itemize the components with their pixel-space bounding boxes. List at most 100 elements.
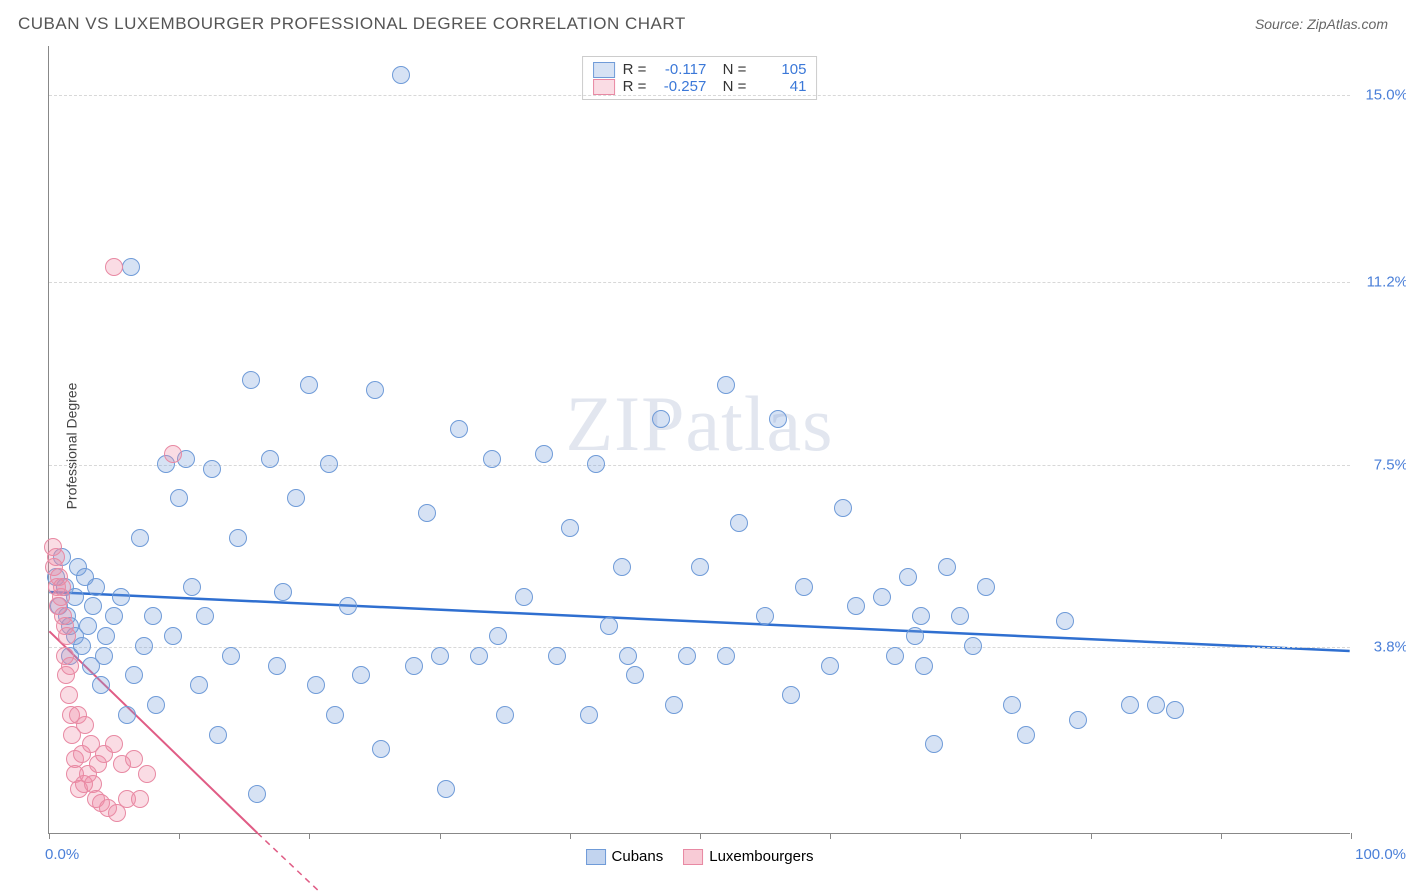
x-tick — [1351, 833, 1352, 839]
data-point — [209, 726, 227, 744]
data-point — [144, 607, 162, 625]
data-point — [138, 765, 156, 783]
chart-header: CUBAN VS LUXEMBOURGER PROFESSIONAL DEGRE… — [18, 14, 1388, 34]
data-point — [496, 706, 514, 724]
gridline — [49, 282, 1350, 283]
data-point — [613, 558, 631, 576]
data-point — [372, 740, 390, 758]
data-point — [196, 607, 214, 625]
data-point — [79, 617, 97, 635]
data-point — [821, 657, 839, 675]
data-point — [691, 558, 709, 576]
data-point — [326, 706, 344, 724]
data-point — [339, 597, 357, 615]
data-point — [1017, 726, 1035, 744]
x-tick — [49, 833, 50, 839]
data-point — [203, 460, 221, 478]
data-point — [61, 657, 79, 675]
x-axis-min-label: 0.0% — [45, 846, 79, 863]
data-point — [470, 647, 488, 665]
data-point — [122, 258, 140, 276]
legend-item: Luxembourgers — [683, 848, 813, 865]
data-point — [964, 637, 982, 655]
data-point — [619, 647, 637, 665]
data-point — [60, 686, 78, 704]
data-point — [300, 376, 318, 394]
data-point — [95, 647, 113, 665]
data-point — [352, 666, 370, 684]
data-point — [600, 617, 618, 635]
data-point — [834, 499, 852, 517]
data-point — [652, 410, 670, 428]
data-point — [1121, 696, 1139, 714]
data-point — [366, 381, 384, 399]
legend-r-key: R = — [623, 61, 647, 78]
data-point — [977, 578, 995, 596]
data-point — [248, 785, 266, 803]
data-point — [222, 647, 240, 665]
data-point — [84, 597, 102, 615]
data-point — [886, 647, 904, 665]
legend-r-value: -0.117 — [654, 61, 706, 78]
data-point — [274, 583, 292, 601]
data-point — [665, 696, 683, 714]
plot-area: ZIPatlas R =-0.117 N =105R =-0.257 N =41… — [48, 46, 1350, 834]
legend-row: R = -0.257 N = 41 — [593, 78, 807, 95]
data-point — [580, 706, 598, 724]
legend-label: Luxembourgers — [709, 848, 813, 865]
data-point — [938, 558, 956, 576]
chart-title: CUBAN VS LUXEMBOURGER PROFESSIONAL DEGRE… — [18, 14, 686, 34]
data-point — [450, 420, 468, 438]
data-point — [131, 790, 149, 808]
legend-row: R =-0.117 N =105 — [593, 61, 807, 78]
source-attribution: Source: ZipAtlas.com — [1255, 16, 1388, 32]
data-point — [125, 666, 143, 684]
data-point — [483, 450, 501, 468]
legend-swatch — [683, 849, 703, 865]
legend-n-key: N = — [714, 78, 746, 95]
data-point — [307, 676, 325, 694]
trend-lines-svg — [49, 46, 1350, 833]
data-point — [515, 588, 533, 606]
data-point — [906, 627, 924, 645]
data-point — [431, 647, 449, 665]
data-point — [135, 637, 153, 655]
data-point — [1056, 612, 1074, 630]
legend-r-value: -0.257 — [654, 78, 706, 95]
data-point — [76, 716, 94, 734]
y-tick-label: 15.0% — [1356, 87, 1406, 104]
gridline — [49, 95, 1350, 96]
data-point — [418, 504, 436, 522]
data-point — [97, 627, 115, 645]
data-point — [756, 607, 774, 625]
gridline — [49, 465, 1350, 466]
data-point — [535, 445, 553, 463]
x-tick — [309, 833, 310, 839]
data-point — [717, 647, 735, 665]
legend-swatch — [593, 62, 615, 78]
y-tick-label: 7.5% — [1356, 456, 1406, 473]
data-point — [912, 607, 930, 625]
x-axis-max-label: 100.0% — [1355, 846, 1406, 863]
data-point — [164, 627, 182, 645]
data-point — [108, 804, 126, 822]
data-point — [678, 647, 696, 665]
legend-n-value: 41 — [754, 78, 806, 95]
data-point — [561, 519, 579, 537]
x-tick — [1091, 833, 1092, 839]
data-point — [131, 529, 149, 547]
data-point — [105, 735, 123, 753]
data-point — [769, 410, 787, 428]
y-tick-label: 11.2% — [1356, 274, 1406, 291]
data-point — [105, 258, 123, 276]
data-point — [125, 750, 143, 768]
source-label: Source: — [1255, 16, 1307, 32]
data-point — [58, 627, 76, 645]
x-tick — [570, 833, 571, 839]
legend-r-key: R = — [623, 78, 647, 95]
x-tick — [179, 833, 180, 839]
data-point — [915, 657, 933, 675]
x-tick — [700, 833, 701, 839]
y-tick-label: 3.8% — [1356, 638, 1406, 655]
data-point — [47, 548, 65, 566]
